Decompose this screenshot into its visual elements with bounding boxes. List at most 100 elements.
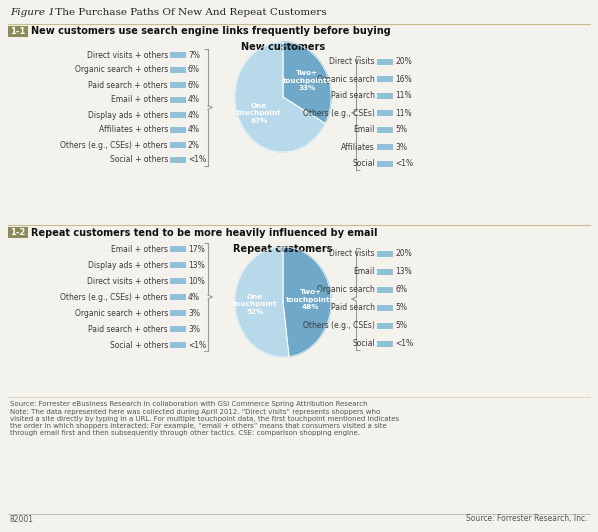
FancyBboxPatch shape: [8, 227, 28, 238]
FancyBboxPatch shape: [377, 127, 393, 133]
Text: Organic search: Organic search: [318, 74, 375, 84]
Text: 3%: 3%: [395, 143, 407, 152]
Text: Direct visits + others: Direct visits + others: [87, 277, 168, 286]
Text: Paid search + others: Paid search + others: [89, 325, 168, 334]
Text: Email + others: Email + others: [111, 245, 168, 254]
Polygon shape: [235, 42, 325, 152]
Text: Direct visits: Direct visits: [329, 250, 375, 259]
Text: 82001: 82001: [10, 514, 34, 523]
FancyBboxPatch shape: [377, 305, 393, 311]
Text: Organic search + others: Organic search + others: [75, 65, 168, 74]
Text: Others (e.g., CSEs): Others (e.g., CSEs): [303, 109, 375, 118]
FancyBboxPatch shape: [8, 26, 28, 37]
Text: 20%: 20%: [395, 57, 412, 66]
FancyBboxPatch shape: [170, 82, 186, 88]
Text: 6%: 6%: [395, 286, 407, 295]
Text: 7%: 7%: [188, 51, 200, 60]
Text: Repeat customers tend to be more heavily influenced by email: Repeat customers tend to be more heavily…: [31, 228, 377, 237]
Text: Display ads + others: Display ads + others: [88, 261, 168, 270]
Text: Email: Email: [353, 126, 375, 135]
Text: 11%: 11%: [395, 109, 411, 118]
Text: The Purchase Paths Of New And Repeat Customers: The Purchase Paths Of New And Repeat Cus…: [52, 8, 327, 17]
FancyBboxPatch shape: [377, 251, 393, 257]
Text: <1%: <1%: [395, 160, 413, 169]
Text: the order in which shoppers interacted: For example, “email + others” means that: the order in which shoppers interacted: …: [10, 423, 387, 429]
FancyBboxPatch shape: [170, 142, 186, 148]
FancyBboxPatch shape: [377, 59, 393, 65]
Text: Paid search + others: Paid search + others: [89, 80, 168, 89]
FancyBboxPatch shape: [170, 342, 186, 348]
Text: 4%: 4%: [188, 96, 200, 104]
Text: 5%: 5%: [395, 303, 407, 312]
Text: 20%: 20%: [395, 250, 412, 259]
FancyBboxPatch shape: [170, 310, 186, 316]
Text: 5%: 5%: [395, 126, 407, 135]
Text: 11%: 11%: [395, 92, 411, 101]
Text: Display ads + others: Display ads + others: [88, 111, 168, 120]
Text: Organic search: Organic search: [318, 286, 375, 295]
Text: Affiliates: Affiliates: [341, 143, 375, 152]
Text: Social + others: Social + others: [109, 155, 168, 164]
Text: Repeat customers: Repeat customers: [233, 244, 332, 254]
Text: New customers: New customers: [241, 42, 325, 52]
FancyBboxPatch shape: [170, 67, 186, 73]
Text: Email: Email: [353, 268, 375, 277]
Text: 6%: 6%: [188, 65, 200, 74]
Text: Direct visits + others: Direct visits + others: [87, 51, 168, 60]
Text: 17%: 17%: [188, 245, 205, 254]
Text: Note: The data represented here was collected during April 2012. “Direct visits”: Note: The data represented here was coll…: [10, 409, 380, 415]
FancyBboxPatch shape: [170, 52, 186, 58]
FancyBboxPatch shape: [170, 112, 186, 118]
Text: Two+
touchpoints
48%: Two+ touchpoints 48%: [286, 289, 335, 311]
FancyBboxPatch shape: [377, 341, 393, 347]
Text: 3%: 3%: [188, 309, 200, 318]
Text: 3%: 3%: [188, 325, 200, 334]
Text: through email first and then subsequently through other tactics. CSE: comparison: through email first and then subsequentl…: [10, 430, 360, 436]
Text: Social: Social: [352, 339, 375, 348]
Text: 4%: 4%: [188, 111, 200, 120]
FancyBboxPatch shape: [377, 287, 393, 293]
FancyBboxPatch shape: [377, 269, 393, 275]
FancyBboxPatch shape: [170, 278, 186, 284]
FancyBboxPatch shape: [170, 157, 186, 163]
Text: Others (e.g., CSEs) + others: Others (e.g., CSEs) + others: [60, 140, 168, 149]
Text: 13%: 13%: [395, 268, 412, 277]
Text: 4%: 4%: [188, 293, 200, 302]
Text: One
touchpoint
52%: One touchpoint 52%: [233, 294, 277, 314]
Text: Two+
touchpoints
33%: Two+ touchpoints 33%: [282, 70, 331, 92]
Text: Direct visits: Direct visits: [329, 57, 375, 66]
Text: Others (e.g., CSEs) + others: Others (e.g., CSEs) + others: [60, 293, 168, 302]
FancyBboxPatch shape: [377, 144, 393, 150]
Text: 2%: 2%: [188, 140, 200, 149]
Text: <1%: <1%: [188, 155, 206, 164]
Text: Others (e.g., CSEs): Others (e.g., CSEs): [303, 321, 375, 330]
FancyBboxPatch shape: [377, 93, 393, 99]
Text: 1-1: 1-1: [10, 27, 26, 36]
FancyBboxPatch shape: [377, 323, 393, 329]
Polygon shape: [235, 247, 289, 357]
Text: Affiliates + others: Affiliates + others: [99, 126, 168, 135]
Text: Paid search: Paid search: [331, 92, 375, 101]
Polygon shape: [283, 247, 331, 356]
Text: Social + others: Social + others: [109, 340, 168, 350]
Text: <1%: <1%: [395, 339, 413, 348]
Text: Paid search: Paid search: [331, 303, 375, 312]
FancyBboxPatch shape: [377, 110, 393, 116]
FancyBboxPatch shape: [377, 76, 393, 82]
Text: 6%: 6%: [188, 80, 200, 89]
Text: 10%: 10%: [188, 277, 205, 286]
Text: One
touchpoint
67%: One touchpoint 67%: [237, 103, 281, 124]
Text: Figure 1: Figure 1: [10, 8, 55, 17]
Text: 16%: 16%: [395, 74, 412, 84]
FancyBboxPatch shape: [170, 246, 186, 252]
Text: Source: Forrester eBusiness Research in collaboration with GSI Commerce Spring A: Source: Forrester eBusiness Research in …: [10, 401, 368, 407]
Text: Social: Social: [352, 160, 375, 169]
FancyBboxPatch shape: [170, 262, 186, 268]
Polygon shape: [283, 42, 331, 123]
Text: <1%: <1%: [188, 340, 206, 350]
Text: 1-2: 1-2: [10, 228, 26, 237]
Text: Organic search + others: Organic search + others: [75, 309, 168, 318]
FancyBboxPatch shape: [170, 294, 186, 300]
Text: 5%: 5%: [395, 321, 407, 330]
FancyBboxPatch shape: [377, 161, 393, 167]
